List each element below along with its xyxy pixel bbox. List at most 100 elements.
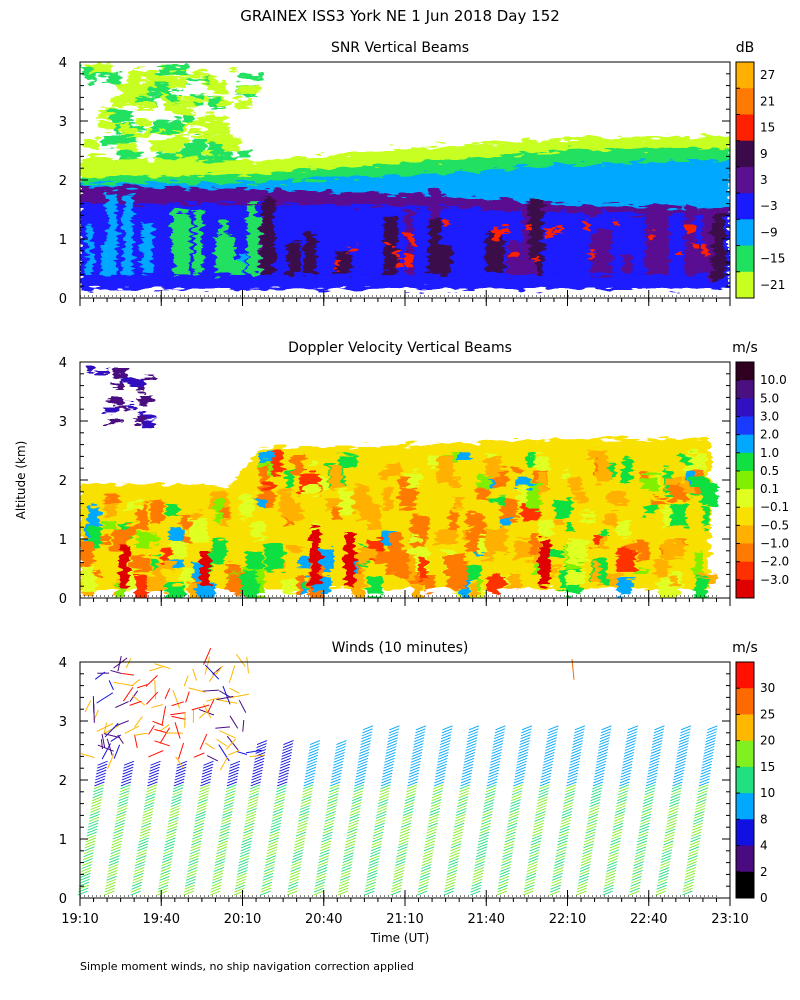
wind-barb <box>557 837 569 843</box>
snr-cell <box>158 152 179 163</box>
wind-barb <box>471 881 482 887</box>
doppler-cell <box>446 528 457 545</box>
wind-barb <box>430 805 441 810</box>
wind-barb <box>577 881 588 887</box>
wind-barb <box>216 849 227 855</box>
wind-barb <box>322 828 334 834</box>
wind-barb <box>410 760 421 766</box>
doppler-cell <box>214 498 222 523</box>
snr-plume <box>247 217 261 281</box>
wind-barb <box>426 831 437 837</box>
wind-barb <box>272 808 284 813</box>
wind-barb <box>526 867 538 872</box>
wind-barb <box>130 890 141 896</box>
wind-barb <box>602 890 613 896</box>
wind-barb <box>437 757 448 763</box>
wind-barb <box>441 728 453 734</box>
wind-barb <box>169 810 180 816</box>
wind-barb <box>266 849 278 855</box>
colorbar-swatch <box>736 416 754 436</box>
wind-barb <box>134 734 138 748</box>
wind-barb <box>247 802 258 807</box>
wind-barb <box>306 760 318 766</box>
wind-barb <box>261 884 272 890</box>
colorbar-swatch <box>736 489 754 508</box>
wind-barb <box>556 846 567 852</box>
wind-barb <box>653 728 665 734</box>
wind-barb <box>236 875 247 881</box>
wind-barb <box>555 855 566 861</box>
wind-barb <box>113 825 125 831</box>
wind-barb <box>705 734 717 740</box>
wind-barb <box>158 881 169 887</box>
wind-barb <box>431 796 442 802</box>
wind-barb <box>427 822 438 828</box>
wind-barb <box>431 799 442 805</box>
doppler-cell <box>501 500 518 521</box>
wind-barb <box>262 875 273 881</box>
x-tick-label: 22:10 <box>549 912 586 927</box>
wind-barb <box>212 667 222 675</box>
snr-plume <box>101 245 112 281</box>
footnote: Simple moment winds, no ship navigation … <box>80 960 414 973</box>
wind-barb <box>131 678 141 687</box>
doppler-cell <box>166 504 179 519</box>
wind-barb <box>666 819 677 825</box>
doppler-cell <box>597 453 606 469</box>
doppler-cell <box>242 570 255 594</box>
colorbar-swatch <box>736 507 754 526</box>
wind-barb <box>412 746 424 751</box>
colorbar-label: 3 <box>760 173 768 187</box>
doppler-cell <box>566 521 574 532</box>
wind-barb <box>475 858 486 864</box>
doppler-cell <box>601 574 621 585</box>
wind-barb <box>559 822 571 828</box>
snr-cell <box>164 101 187 111</box>
wind-barb <box>173 781 185 787</box>
wind-barb <box>212 872 224 878</box>
snr-cell <box>130 69 157 79</box>
wind-barb <box>525 875 536 881</box>
wind-barb <box>668 808 679 813</box>
snr-cell <box>177 149 204 156</box>
wind-barb <box>510 799 521 805</box>
wind-barb <box>351 802 362 807</box>
snr-cell <box>131 94 157 106</box>
x-tick-label: 22:40 <box>630 912 667 927</box>
wind-barb <box>201 775 212 781</box>
wind-barb <box>282 743 294 748</box>
wind-barb <box>595 766 606 772</box>
wind-barb <box>606 867 617 872</box>
wind-barb <box>696 796 707 802</box>
wind-barb <box>188 861 199 866</box>
wind-barb <box>630 878 642 884</box>
y-tick-label: 4 <box>59 356 67 371</box>
wind-barb <box>189 849 201 855</box>
wind-barb <box>89 810 101 816</box>
wind-barb <box>371 840 383 846</box>
wind-barb <box>682 887 693 893</box>
wind-barb <box>696 793 708 799</box>
wind-barb <box>425 837 436 843</box>
wind-barb <box>697 790 708 796</box>
wind-barb <box>302 790 313 796</box>
wind-barb <box>445 875 457 881</box>
wind-barb <box>288 878 300 884</box>
wind-barb <box>357 760 368 766</box>
doppler-cell <box>296 575 304 595</box>
wind-barb <box>491 751 502 757</box>
wind-barb <box>90 808 101 813</box>
wind-barb <box>280 757 291 763</box>
wind-barb <box>110 669 122 674</box>
wind-barb <box>140 822 152 828</box>
wind-barb <box>172 689 181 709</box>
wind-barb <box>275 790 287 796</box>
wind-barb <box>200 778 212 784</box>
wind-barb <box>698 781 710 787</box>
wind-barb <box>609 846 620 852</box>
wind-barb <box>509 808 520 813</box>
doppler-cell <box>251 521 266 539</box>
snr-cell <box>227 138 238 151</box>
wind-barb <box>637 834 649 840</box>
